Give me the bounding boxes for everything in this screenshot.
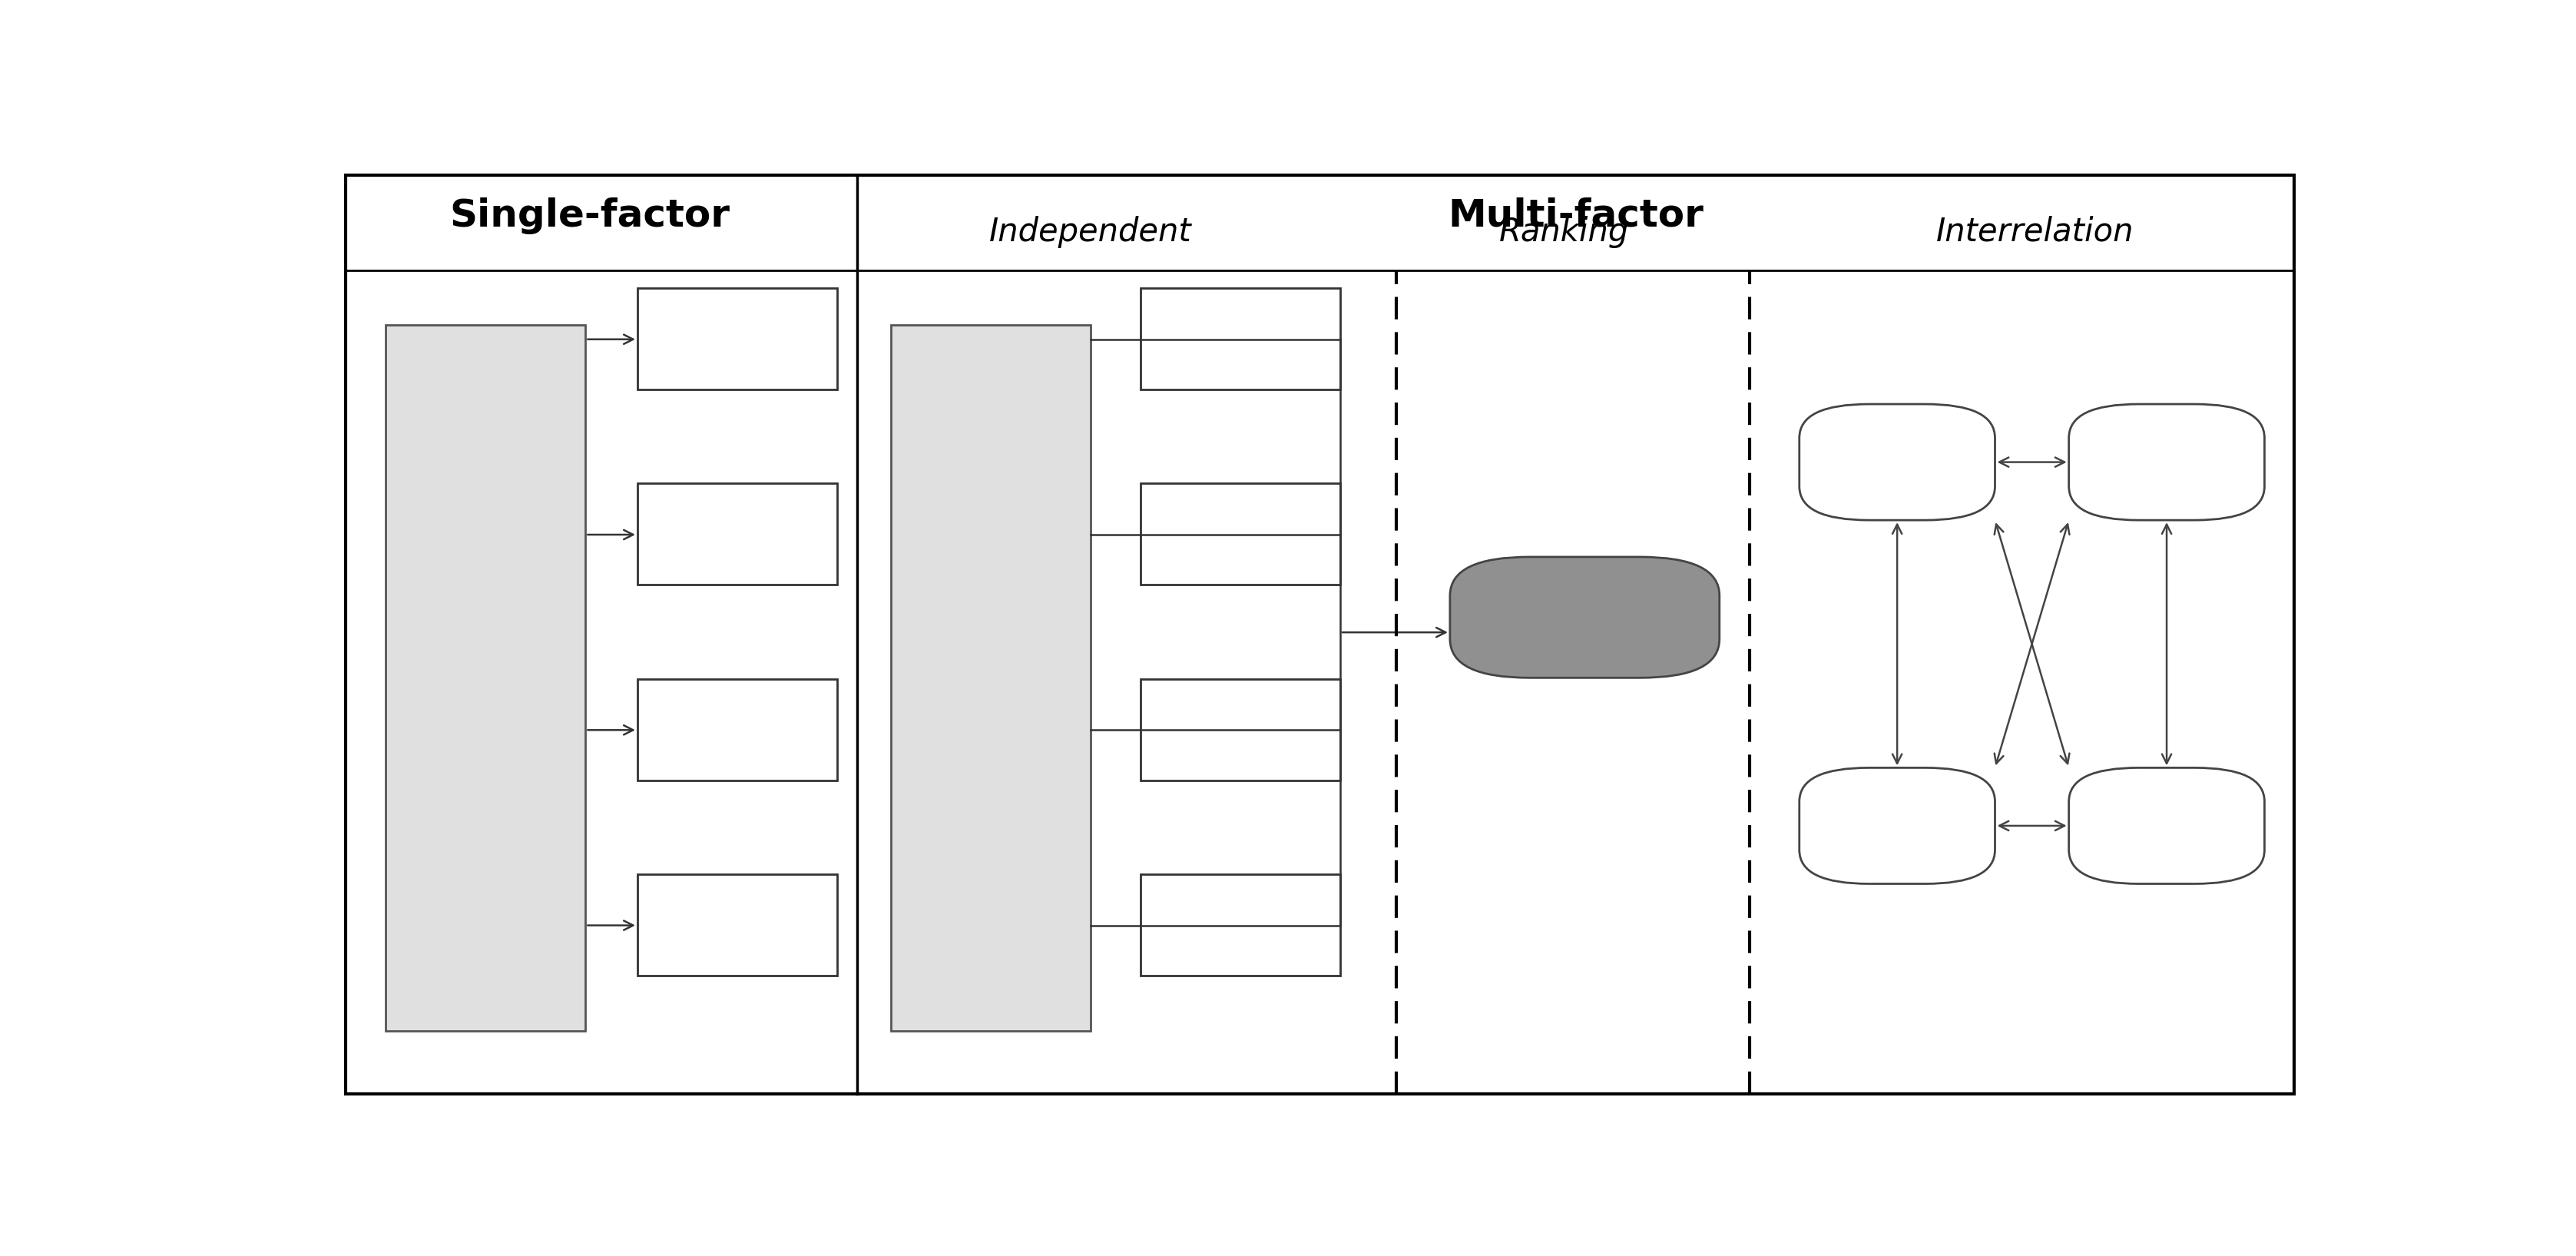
Text: Thermal
Comfort: Thermal Comfort: [1839, 433, 1955, 490]
Text: Thermal
Comfort: Thermal Comfort: [680, 310, 793, 367]
FancyBboxPatch shape: [1141, 288, 1340, 389]
FancyBboxPatch shape: [636, 288, 837, 389]
FancyBboxPatch shape: [2069, 404, 2264, 520]
Text: Visual
Comfort: Visual Comfort: [680, 506, 793, 563]
FancyBboxPatch shape: [1141, 678, 1340, 780]
Text: Acoustic
Comfort: Acoustic Comfort: [680, 701, 796, 757]
Text: Predictors: Predictors: [404, 374, 567, 401]
FancyBboxPatch shape: [1141, 484, 1340, 585]
FancyBboxPatch shape: [636, 874, 837, 976]
Text: IAQ
Satisfaction: IAQ Satisfaction: [2087, 798, 2249, 854]
Text: Building: Building: [935, 795, 1046, 821]
Text: Outdoor: Outdoor: [430, 936, 544, 962]
FancyBboxPatch shape: [1798, 767, 1994, 884]
FancyBboxPatch shape: [2069, 767, 2264, 884]
Text: Occupant: Occupant: [925, 656, 1056, 681]
Text: Independent: Independent: [989, 216, 1193, 249]
FancyBboxPatch shape: [636, 678, 837, 780]
FancyBboxPatch shape: [891, 325, 1090, 1031]
Text: Interrelation: Interrelation: [1937, 216, 2133, 249]
Text: Acoustic
Comfort: Acoustic Comfort: [2107, 433, 2226, 490]
Text: Single-factor: Single-factor: [448, 197, 729, 234]
Text: Building: Building: [430, 795, 541, 821]
Text: IEQ: IEQ: [966, 517, 1015, 544]
FancyBboxPatch shape: [386, 325, 585, 1031]
Text: Visual
Comfort: Visual Comfort: [1842, 798, 1953, 854]
Text: Overall Comfort: Overall Comfort: [1450, 603, 1718, 632]
FancyBboxPatch shape: [1450, 556, 1721, 678]
Text: IEQ: IEQ: [461, 517, 510, 544]
Text: Outdoor: Outdoor: [935, 936, 1048, 962]
Text: Occupant: Occupant: [420, 656, 551, 681]
Text: IAQ
Satisfaction: IAQ Satisfaction: [657, 897, 819, 953]
Text: Ranking: Ranking: [1499, 216, 1628, 249]
Text: IAQ
Satisfaction: IAQ Satisfaction: [1159, 897, 1321, 953]
Text: Visual
Comfort: Visual Comfort: [1185, 506, 1296, 563]
FancyBboxPatch shape: [1798, 404, 1994, 520]
FancyBboxPatch shape: [636, 484, 837, 585]
Text: Multi-factor: Multi-factor: [1448, 197, 1703, 234]
FancyBboxPatch shape: [1141, 874, 1340, 976]
Text: Acoustic
Comfort: Acoustic Comfort: [1182, 701, 1298, 757]
Text: Predictors: Predictors: [909, 374, 1072, 401]
Text: Thermal
Comfort: Thermal Comfort: [1182, 310, 1298, 367]
